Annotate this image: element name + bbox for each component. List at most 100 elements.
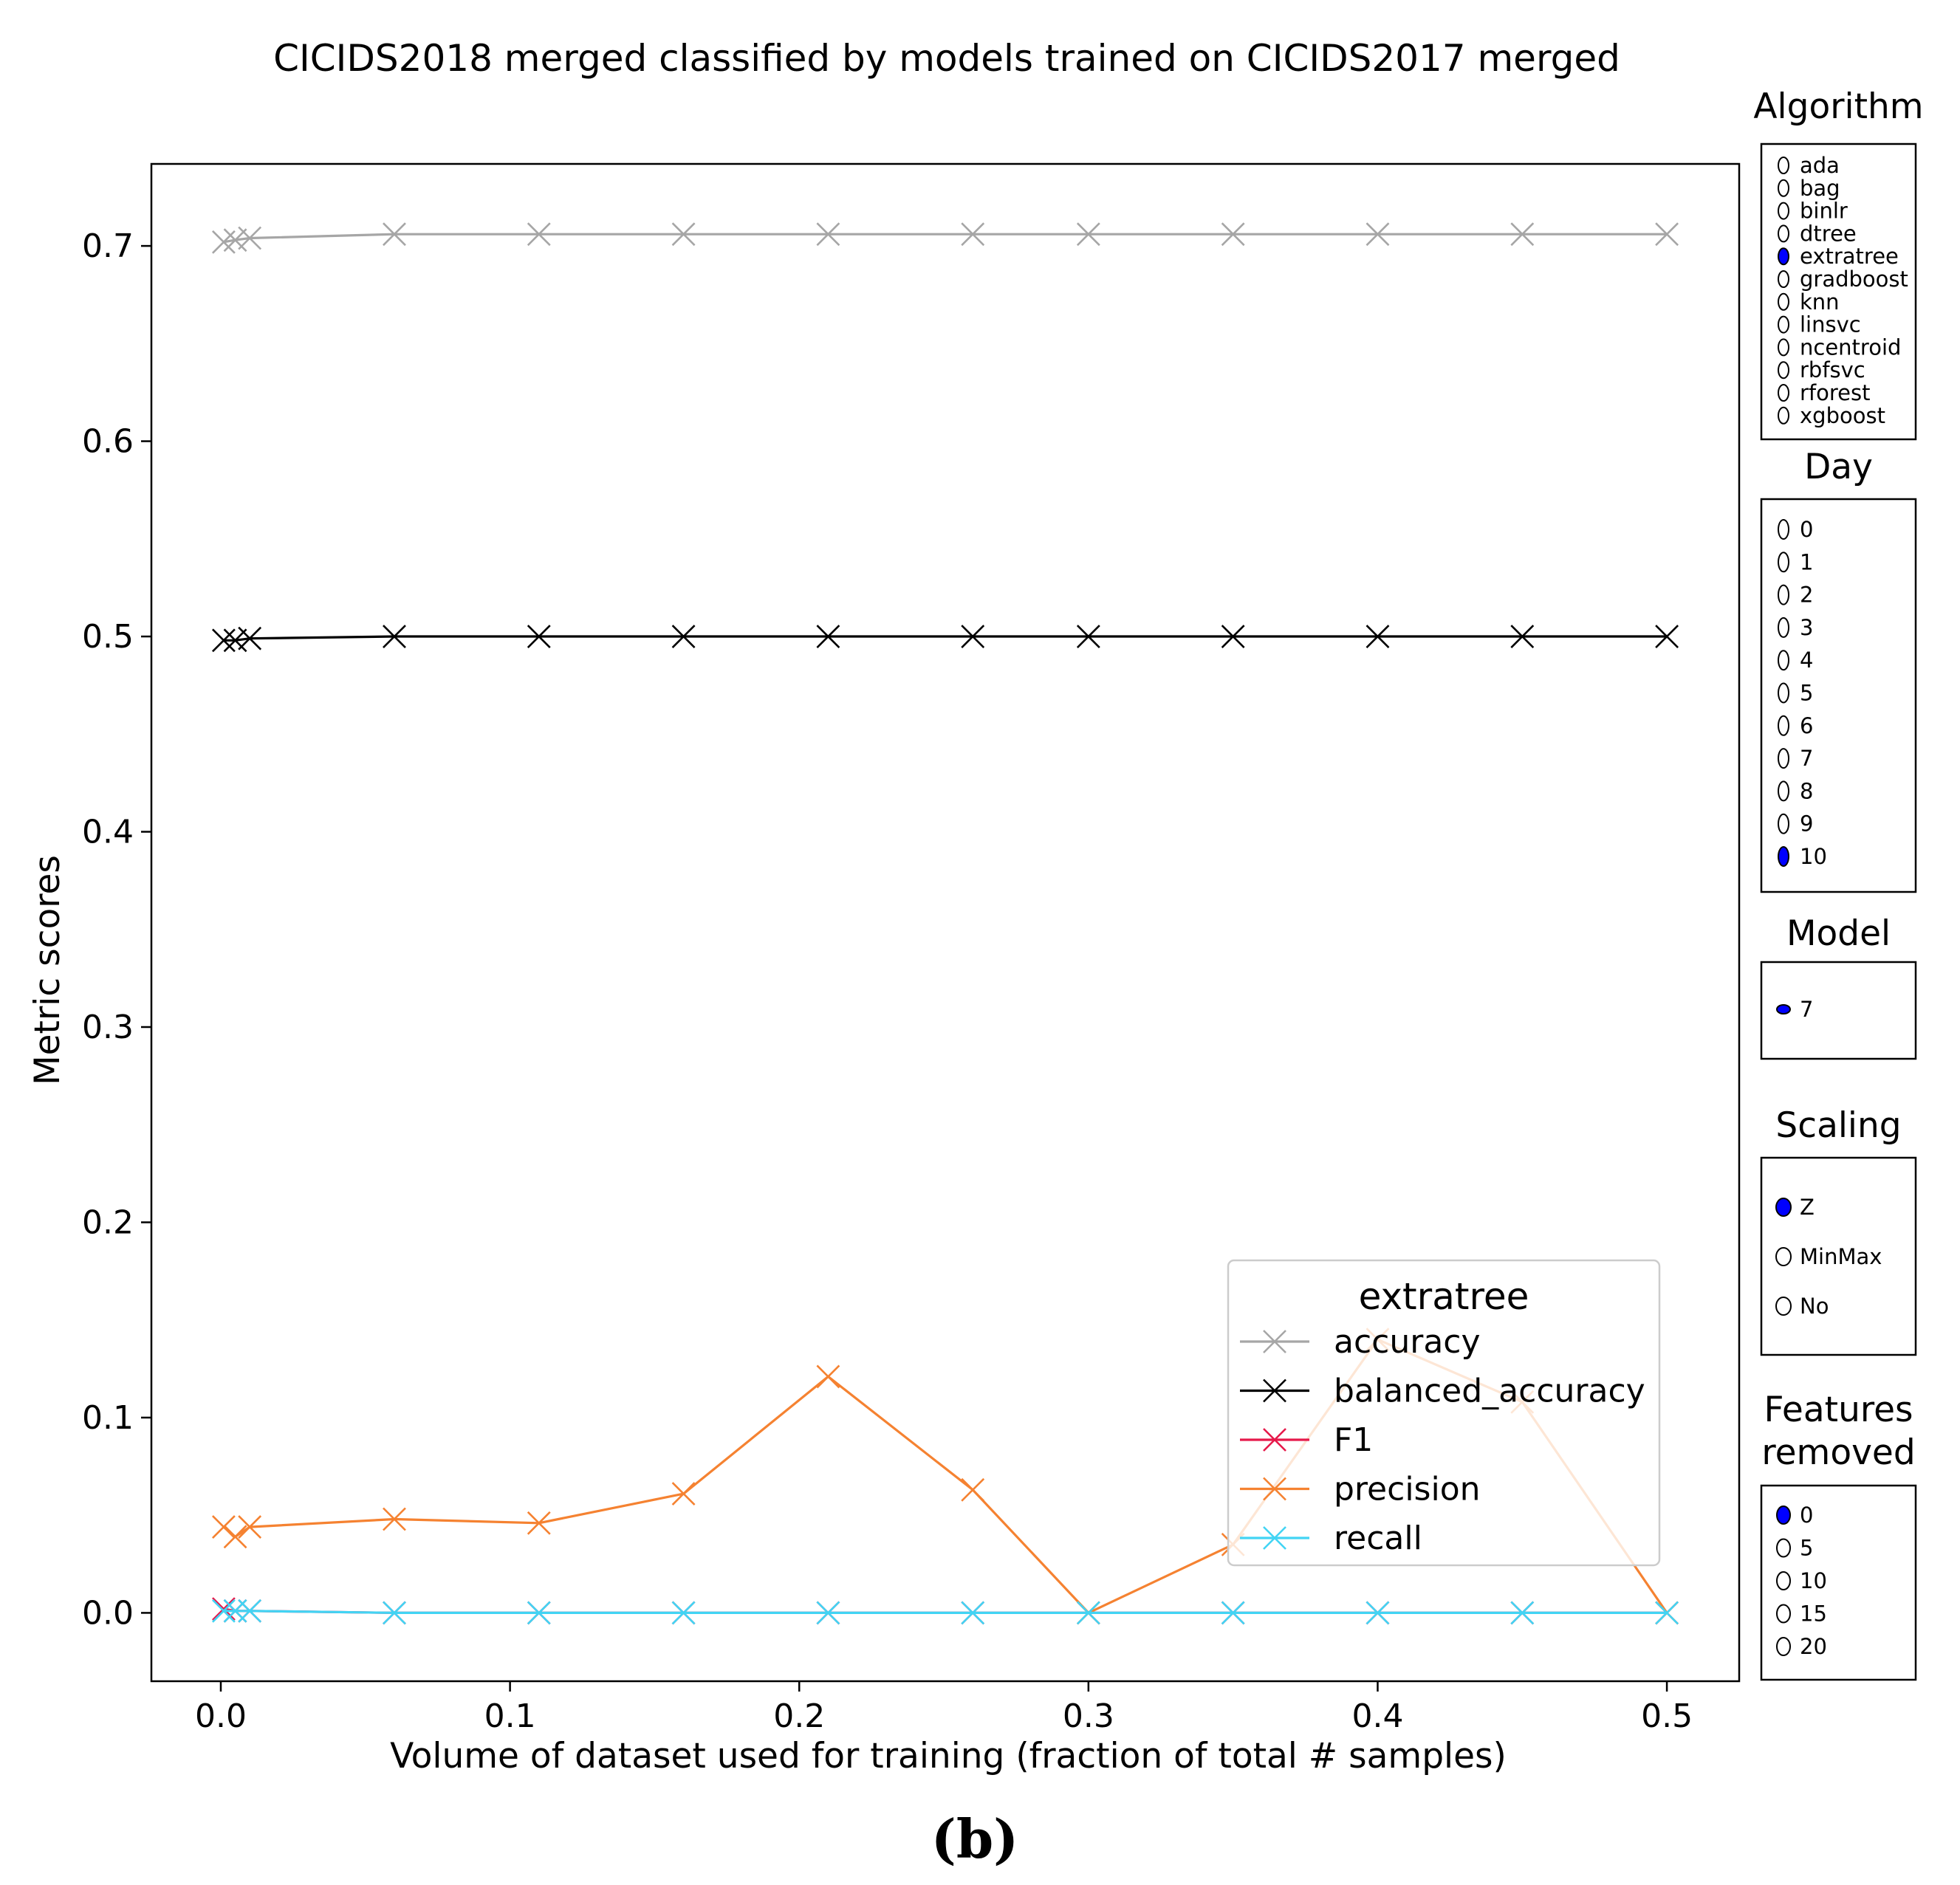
radio-option-day-2[interactable]: 2 (1778, 583, 1813, 608)
radio-unselected-icon[interactable] (1778, 584, 1789, 605)
legend-marker-recall (1263, 1526, 1286, 1550)
data-point-recall (1510, 1601, 1535, 1625)
radio-selected-icon[interactable] (1776, 1505, 1791, 1525)
radio-unselected-icon[interactable] (1778, 179, 1789, 197)
radio-option-day-10[interactable]: 10 (1778, 844, 1827, 869)
radio-option-day-7[interactable]: 7 (1778, 746, 1813, 771)
radio-option-features-removed-10[interactable]: 10 (1776, 1568, 1827, 1593)
radio-option-scaling-MinMax[interactable]: MinMax (1775, 1244, 1882, 1269)
data-point-accuracy (1366, 222, 1390, 247)
radio-option-label: 2 (1800, 583, 1813, 608)
y-tick-label: 0.3 (82, 1009, 134, 1046)
radio-unselected-icon[interactable] (1778, 813, 1789, 834)
radio-unselected-icon[interactable] (1778, 552, 1789, 573)
data-point-balanced_accuracy (1510, 625, 1535, 648)
data-point-balanced_accuracy (527, 625, 551, 648)
radio-option-algorithm-gradboost[interactable]: gradboost (1778, 267, 1908, 292)
data-point-accuracy (1076, 222, 1100, 247)
x-tick-label: 0.1 (484, 1697, 536, 1735)
radio-unselected-icon[interactable] (1778, 270, 1789, 288)
radio-unselected-icon[interactable] (1778, 650, 1789, 671)
radio-option-day-4[interactable]: 4 (1778, 648, 1813, 673)
radio-option-algorithm-rbfsvc[interactable]: rbfsvc (1778, 357, 1865, 382)
radio-unselected-icon[interactable] (1776, 1538, 1791, 1558)
legend-marker-accuracy (1263, 1330, 1286, 1353)
radio-selected-icon[interactable] (1776, 1004, 1791, 1014)
radio-unselected-icon[interactable] (1778, 157, 1789, 174)
radio-unselected-icon[interactable] (1778, 202, 1789, 220)
radio-unselected-icon[interactable] (1778, 315, 1789, 334)
radio-option-algorithm-dtree[interactable]: dtree (1778, 221, 1857, 246)
radio-option-day-5[interactable]: 5 (1778, 681, 1813, 706)
radio-unselected-icon[interactable] (1778, 780, 1789, 802)
radio-selected-icon[interactable] (1775, 1198, 1792, 1217)
data-point-recall (527, 1601, 551, 1625)
radio-selected-icon[interactable] (1778, 846, 1789, 867)
radio-unselected-icon[interactable] (1778, 748, 1789, 769)
radio-option-scaling-No[interactable]: No (1775, 1294, 1829, 1319)
panel-title-features-removed: removed (1761, 1432, 1915, 1473)
radio-unselected-icon[interactable] (1778, 682, 1789, 704)
data-point-balanced_accuracy (238, 626, 262, 650)
radio-option-label: extratree (1800, 244, 1899, 269)
radio-option-day-8[interactable]: 8 (1778, 778, 1813, 803)
radio-option-algorithm-ncentroid[interactable]: ncentroid (1778, 334, 1901, 360)
radio-option-model-7[interactable]: 7 (1776, 997, 1813, 1022)
radio-option-day-6[interactable]: 6 (1778, 713, 1813, 738)
data-point-balanced_accuracy (1655, 625, 1679, 648)
radio-unselected-icon[interactable] (1778, 292, 1789, 311)
radio-option-features-removed-20[interactable]: 20 (1776, 1634, 1827, 1659)
radio-option-algorithm-ada[interactable]: ada (1778, 153, 1840, 178)
radio-option-algorithm-extratree[interactable]: extratree (1778, 244, 1899, 269)
radio-option-algorithm-binlr[interactable]: binlr (1778, 199, 1848, 224)
radio-unselected-icon[interactable] (1778, 384, 1789, 402)
radio-option-scaling-Z[interactable]: Z (1775, 1195, 1815, 1220)
radio-option-day-0[interactable]: 0 (1778, 517, 1813, 542)
data-point-recall (816, 1601, 840, 1625)
radio-option-label: binlr (1800, 199, 1848, 224)
y-tick-label: 0.2 (82, 1204, 134, 1241)
radio-unselected-icon[interactable] (1778, 715, 1789, 736)
radio-unselected-icon[interactable] (1778, 338, 1789, 357)
axes: 0.0 0.1 0.2 0.3 0.4 0.5 0.0 0.1 0.2 0.3 0.4 0.5 0.6 0… (82, 162, 1741, 1735)
panel-title-day: Day (1804, 447, 1873, 487)
radio-unselected-icon[interactable] (1778, 406, 1789, 425)
radio-unselected-icon[interactable] (1776, 1604, 1791, 1624)
data-point-recall (211, 1599, 236, 1623)
radio-unselected-icon[interactable] (1778, 361, 1789, 380)
y-tick-label: 0.5 (82, 618, 134, 656)
x-tick-label: 0.3 (1063, 1697, 1114, 1735)
chart-title: CICIDS2018 merged classified by models t… (273, 37, 1620, 80)
panel-day: Day 0 1 2 3 4 5 6 7 8 9 10 (1760, 447, 1917, 893)
radio-option-algorithm-knn[interactable]: knn (1778, 289, 1840, 315)
radio-option-features-removed-15[interactable]: 15 (1776, 1601, 1827, 1627)
radio-option-algorithm-bag[interactable]: bag (1778, 176, 1840, 201)
radio-option-day-3[interactable]: 3 (1778, 615, 1813, 640)
radio-unselected-icon[interactable] (1778, 617, 1789, 638)
radio-option-algorithm-linsvc[interactable]: linsvc (1778, 312, 1861, 337)
radio-unselected-icon[interactable] (1776, 1637, 1791, 1656)
legend-marker-balanced_accuracy (1263, 1378, 1286, 1403)
data-point-recall (238, 1599, 262, 1623)
radio-option-algorithm-xgboost[interactable]: xgboost (1778, 403, 1885, 428)
radio-unselected-icon[interactable] (1778, 224, 1789, 243)
control-panels: Algorithm adabagbinlrdtreeextratreegradbo… (1753, 86, 1924, 1681)
data-point-precision (816, 1364, 840, 1389)
radio-unselected-icon[interactable] (1775, 1247, 1792, 1266)
radio-option-algorithm-rforest[interactable]: rforest (1778, 380, 1870, 405)
radio-unselected-icon[interactable] (1776, 1571, 1791, 1590)
radio-option-label: xgboost (1800, 403, 1885, 428)
radio-option-day-9[interactable]: 9 (1778, 811, 1813, 837)
radio-option-features-removed-5[interactable]: 5 (1776, 1536, 1813, 1561)
radio-unselected-icon[interactable] (1778, 519, 1789, 540)
radio-selected-icon[interactable] (1778, 247, 1789, 266)
radio-option-label: 3 (1800, 615, 1813, 640)
radio-option-day-1[interactable]: 1 (1778, 549, 1813, 574)
radio-unselected-icon[interactable] (1775, 1297, 1792, 1316)
radio-option-features-removed-0[interactable]: 0 (1776, 1503, 1813, 1528)
legend-title: extratree (1359, 1275, 1529, 1318)
radio-option-label: MinMax (1800, 1244, 1882, 1269)
data-point-recall (671, 1601, 696, 1625)
radio-option-label: 5 (1800, 681, 1813, 706)
data-point-recall (1076, 1601, 1100, 1625)
